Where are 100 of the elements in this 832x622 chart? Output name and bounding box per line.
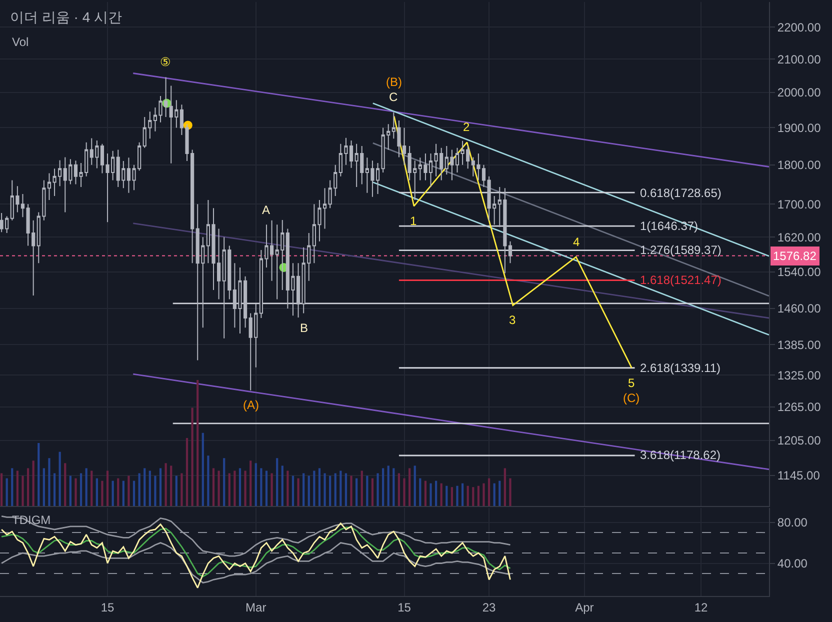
bar [64, 463, 66, 506]
bar [414, 466, 416, 506]
text: 이더 리움 · 4 시간 [10, 8, 122, 25]
bar [498, 480, 501, 506]
annotation: (A) [243, 398, 259, 412]
bar [32, 460, 34, 506]
bar [234, 470, 236, 506]
x-tick-label: 15 [100, 600, 115, 614]
candlestick [508, 240, 512, 264]
bar [302, 473, 305, 506]
y-tick-label: 1900.00 [777, 120, 822, 135]
annotation: C [389, 90, 398, 104]
line-series [0, 522, 511, 589]
bar [403, 478, 406, 506]
bar [170, 466, 172, 506]
bar [318, 468, 321, 506]
bar [461, 483, 464, 506]
x-tick-label: 23 [482, 600, 496, 614]
annotation: (B) [386, 75, 402, 89]
bar [22, 476, 24, 506]
bar [440, 483, 442, 506]
bar [6, 478, 8, 506]
bar [58, 452, 61, 506]
annotation: 4 [573, 235, 580, 249]
bar [122, 480, 124, 506]
bar [265, 470, 268, 506]
y-tick-label: 1700.00 [777, 197, 822, 212]
bar [419, 478, 422, 506]
bar [223, 458, 226, 506]
bar [472, 487, 474, 506]
annotation: (C) [623, 391, 640, 405]
y-tick-label: 80.00 [777, 516, 808, 530]
bar [456, 486, 458, 506]
series-label: 1.618(1521.47) [640, 273, 722, 287]
bar [244, 470, 246, 506]
bar [212, 468, 215, 506]
bar [366, 476, 368, 506]
bar [202, 432, 204, 506]
annotation: B [300, 321, 308, 335]
bar [196, 380, 199, 506]
y-tick-label: 1385.00 [777, 338, 822, 352]
bar [186, 438, 188, 506]
bar [281, 466, 284, 506]
bar [96, 478, 98, 506]
bar [42, 468, 45, 506]
y-tick-label: 2200.00 [777, 20, 822, 34]
bar [504, 468, 506, 506]
bar [430, 483, 432, 506]
bar [424, 480, 427, 506]
bar [297, 478, 300, 506]
bar [509, 478, 512, 506]
bar [48, 458, 50, 506]
bar [382, 468, 384, 506]
x-tick-label: Mar [246, 600, 266, 614]
ref-line-label: 1576.82 [773, 249, 817, 263]
line-series [0, 526, 511, 578]
bar [80, 473, 82, 506]
bar [0, 473, 3, 506]
bar [493, 483, 496, 506]
bar [270, 473, 273, 506]
annotation: A [262, 203, 270, 217]
bar [132, 480, 136, 506]
bar [286, 470, 289, 506]
y-tick-label: 1800.00 [777, 158, 822, 172]
bar [85, 468, 88, 506]
y-tick-label: 2100.00 [777, 52, 822, 66]
bar [128, 476, 130, 506]
annotation: Vol [12, 35, 29, 49]
y-tick-label: 1540.00 [777, 265, 822, 280]
bar [408, 468, 411, 506]
bar [164, 463, 167, 506]
bar [228, 473, 230, 506]
series-label: 1.276(1589.37) [640, 243, 722, 257]
y-tick-label: 1325.00 [777, 368, 822, 382]
series-label: 2.618(1339.11) [640, 361, 721, 375]
bar [450, 487, 454, 506]
bar [74, 478, 77, 506]
bar [387, 466, 390, 506]
bar [26, 468, 30, 506]
y-tick-label: 1205.00 [777, 434, 822, 448]
annotation: ⑤ [160, 55, 171, 69]
bar [313, 470, 316, 506]
series-label: 0.618(1728.65) [640, 186, 722, 200]
bar [11, 468, 14, 506]
annotation: 1 [410, 214, 417, 228]
bar [371, 478, 374, 506]
bar [334, 473, 336, 506]
bar [207, 456, 210, 506]
bar [117, 478, 120, 506]
y-tick-label: 1265.00 [777, 400, 822, 414]
bar [144, 468, 146, 506]
bar [180, 473, 183, 506]
annotation: 2 [463, 120, 470, 134]
bar [16, 470, 18, 506]
x-tick-label: 15 [398, 600, 412, 614]
bar [308, 476, 310, 506]
bar [466, 486, 469, 506]
x-tick-label: Apr [575, 600, 594, 614]
x-tick-label: 12 [694, 600, 708, 614]
bar [106, 470, 109, 506]
